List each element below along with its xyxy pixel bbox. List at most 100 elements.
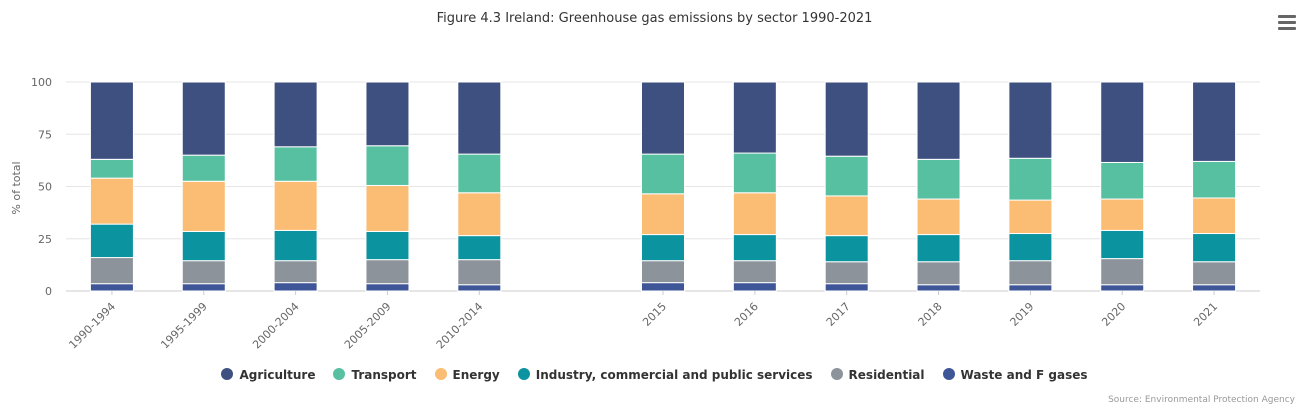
bar-segment[interactable]: [641, 234, 685, 262]
bar-segment[interactable]: [365, 283, 410, 292]
bar-segment[interactable]: [916, 158, 961, 200]
x-tick-label: 2020: [1099, 300, 1128, 329]
legend-label: Industry, commercial and public services: [535, 368, 813, 382]
bar-segment[interactable]: [732, 282, 777, 292]
bar-segment[interactable]: [1008, 233, 1053, 262]
x-tick-label: 1990-1994: [66, 300, 118, 352]
bar-segment[interactable]: [89, 177, 134, 225]
bar-segment[interactable]: [1100, 161, 1145, 200]
bar-segment[interactable]: [89, 223, 134, 259]
x-tick-label: 2019: [1008, 300, 1037, 329]
bar-segment[interactable]: [273, 146, 318, 182]
bar-segment[interactable]: [181, 230, 226, 262]
chart-title: Figure 4.3 Ireland: Greenhouse gas emiss…: [436, 11, 873, 26]
bar-segment[interactable]: [365, 259, 410, 285]
bar-segment[interactable]: [273, 282, 318, 292]
bar-segment[interactable]: [641, 81, 685, 155]
bar-segment[interactable]: [732, 81, 777, 154]
legend-item[interactable]: Industry, commercial and public services: [517, 368, 813, 382]
y-tick-label: 100: [31, 76, 52, 89]
bar-segment[interactable]: [641, 153, 685, 195]
legend: Agriculture Transport Energy Industry, comm…: [0, 368, 1309, 382]
menu-hamburger-icon[interactable]: [1278, 15, 1296, 31]
bar-segment[interactable]: [1008, 81, 1053, 159]
bar-segment[interactable]: [365, 81, 410, 147]
bar-segment[interactable]: [916, 81, 961, 160]
bar-segment[interactable]: [1192, 197, 1237, 235]
bar-segment[interactable]: [1008, 199, 1053, 235]
legend-item[interactable]: Residential: [830, 368, 925, 382]
bar-segment[interactable]: [1192, 81, 1237, 162]
legend-marker-icon: [517, 368, 530, 380]
bar-segment[interactable]: [457, 192, 502, 237]
bar-segment[interactable]: [1100, 229, 1145, 260]
bar-segment[interactable]: [641, 282, 685, 292]
bar-segment[interactable]: [732, 260, 777, 284]
legend-label: Residential: [848, 368, 925, 382]
bar-segment[interactable]: [916, 261, 961, 286]
bar-segment[interactable]: [365, 230, 410, 261]
bar-segment[interactable]: [1008, 157, 1053, 201]
bar-segment[interactable]: [1100, 81, 1145, 163]
bar-segment[interactable]: [181, 260, 226, 285]
y-axis-label: % of total: [10, 161, 23, 214]
bar-segment[interactable]: [365, 184, 410, 232]
bars: [89, 81, 1237, 292]
bar-segment[interactable]: [916, 284, 961, 292]
bar-segment[interactable]: [457, 81, 502, 155]
bar-segment[interactable]: [273, 81, 318, 148]
bar-segment[interactable]: [824, 81, 869, 157]
bar-segment[interactable]: [1192, 284, 1237, 292]
legend-item[interactable]: Waste and F gases: [942, 368, 1088, 382]
bar-segment[interactable]: [273, 229, 318, 262]
bar-segment[interactable]: [916, 198, 961, 236]
bar-segment[interactable]: [273, 180, 318, 231]
bar-segment[interactable]: [457, 153, 502, 194]
bar-segment[interactable]: [89, 158, 134, 179]
legend-label: Transport: [351, 368, 417, 382]
legend-item[interactable]: Energy: [434, 368, 500, 382]
bar-segment[interactable]: [1008, 284, 1053, 292]
bar-segment[interactable]: [732, 192, 777, 236]
bar-segment[interactable]: [457, 284, 502, 292]
bar-segment[interactable]: [916, 234, 961, 263]
legend-marker-icon: [830, 368, 843, 380]
bar-segment[interactable]: [641, 260, 685, 284]
bar-segment[interactable]: [732, 152, 777, 194]
bar-segment[interactable]: [89, 81, 134, 160]
legend-label: Energy: [452, 368, 500, 382]
bar-segment[interactable]: [824, 235, 869, 263]
bar-segment[interactable]: [1100, 198, 1145, 231]
bar-segment[interactable]: [1192, 261, 1237, 286]
bar-segment[interactable]: [1192, 160, 1237, 199]
bar-segment[interactable]: [365, 145, 410, 186]
bar-segment[interactable]: [824, 155, 869, 197]
bar-segment[interactable]: [181, 180, 226, 232]
source-credit[interactable]: Source: Environmental Protection Agency: [1108, 395, 1295, 405]
bar-segment[interactable]: [457, 259, 502, 286]
bar-segment[interactable]: [1008, 260, 1053, 286]
bar-segment[interactable]: [181, 154, 226, 182]
bar-segment[interactable]: [824, 195, 869, 237]
bar-segment[interactable]: [732, 234, 777, 262]
bar-segment[interactable]: [1100, 258, 1145, 286]
bar-segment[interactable]: [824, 261, 869, 285]
legend-label: Agriculture: [239, 368, 316, 382]
legend-item[interactable]: Transport: [333, 368, 417, 382]
legend-item[interactable]: Agriculture: [221, 368, 315, 382]
x-tick-label: 2005-2009: [342, 300, 394, 352]
bar-segment[interactable]: [181, 81, 226, 156]
bar-segment[interactable]: [1192, 233, 1237, 263]
bar-segment[interactable]: [824, 283, 869, 292]
x-tick-label: 2010-2014: [434, 300, 486, 352]
bar-segment[interactable]: [641, 193, 685, 236]
bar-segment[interactable]: [89, 283, 134, 292]
bar-segment[interactable]: [89, 257, 134, 285]
bar-segment[interactable]: [1100, 284, 1145, 292]
bar-segment[interactable]: [181, 283, 226, 292]
legend-label: Waste and F gases: [960, 368, 1088, 382]
legend-marker-icon: [942, 368, 955, 380]
bar-segment[interactable]: [273, 260, 318, 284]
bar-chart: 0 25 50 75 100 1990-1994 1995-1999 2000-2004 20…: [10, 76, 1260, 352]
bar-segment[interactable]: [457, 235, 502, 261]
